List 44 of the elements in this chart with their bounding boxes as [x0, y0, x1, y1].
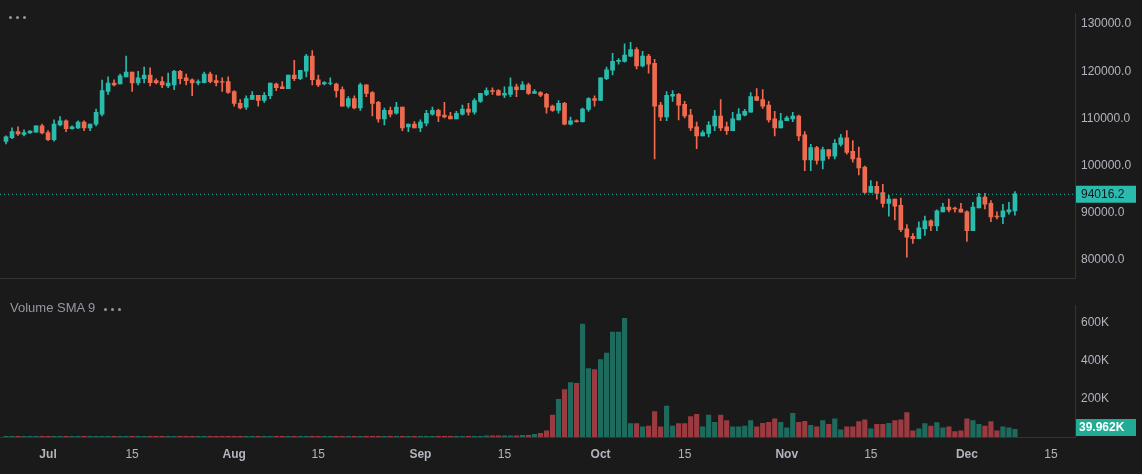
- x-tick-label: Nov: [775, 446, 799, 461]
- bar: [814, 426, 820, 437]
- x-tick-label: 15: [864, 446, 878, 461]
- bar: [573, 383, 580, 437]
- bar: [519, 434, 526, 437]
- bar: [555, 399, 562, 437]
- bar: [525, 434, 532, 437]
- x-tick-label: 15: [1044, 446, 1058, 461]
- y-tick-label: 130000.0: [1081, 16, 1132, 31]
- x-tick-label: Aug: [222, 446, 246, 461]
- y-tick-label: 90000.0: [1081, 205, 1125, 220]
- y-tick-label: 100000.0: [1081, 157, 1132, 172]
- y-tick-label: 80000.0: [1081, 252, 1125, 267]
- ref-line-label: 94016.2: [1081, 187, 1125, 202]
- x-tick-label: Oct: [590, 446, 611, 461]
- x-tick-label: Dec: [955, 446, 979, 461]
- candlestick: [27, 130, 33, 134]
- bar: [567, 382, 574, 437]
- chart-title: Volume SMA 9: [10, 300, 96, 315]
- x-tick-label: 15: [125, 446, 140, 461]
- bar: [531, 434, 538, 437]
- bar: [826, 423, 832, 437]
- bar: [886, 423, 892, 437]
- bar: [591, 369, 598, 437]
- x-tick-label: Sep: [409, 446, 432, 461]
- y-tick-label: 600K: [1081, 315, 1110, 330]
- x-tick-label: 15: [311, 446, 326, 461]
- x-tick-label: 15: [497, 446, 512, 461]
- bar: [928, 425, 934, 437]
- candlestick: [285, 74, 291, 90]
- x-tick-label: Jul: [39, 446, 57, 461]
- bar: [868, 428, 874, 437]
- y-tick-label: 400K: [1081, 353, 1110, 368]
- y-tick-label: 200K: [1081, 391, 1110, 406]
- y-tick-label: 110000.0: [1081, 110, 1131, 125]
- bar: [808, 424, 814, 437]
- candlestick: [33, 125, 39, 133]
- y-tick-label: 120000.0: [1081, 63, 1132, 78]
- bar: [640, 426, 646, 437]
- bar: [561, 389, 568, 437]
- text: 39.962K: [1079, 420, 1125, 435]
- bar: [820, 420, 826, 437]
- bar: [634, 423, 640, 437]
- x-tick-label: 15: [677, 446, 692, 461]
